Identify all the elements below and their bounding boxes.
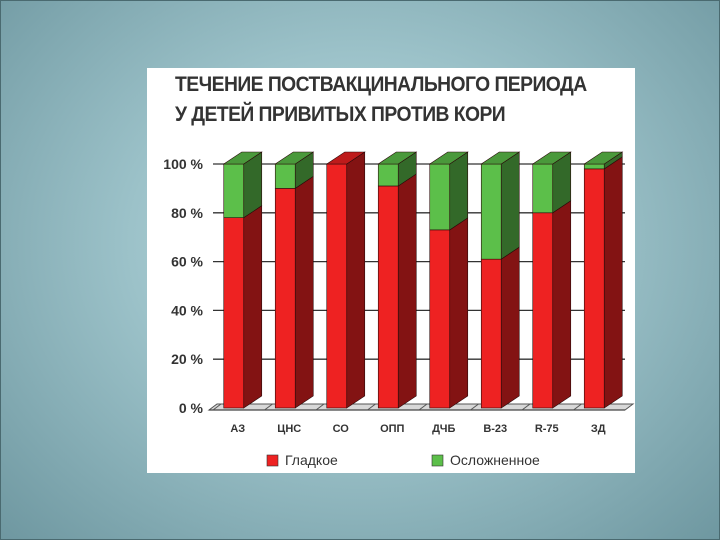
stacked-bar-chart: 0 % 20 % 40 % 60 % 80 % 100 % АЗ ЦНС СО ОПП ДЧБ В-… bbox=[163, 151, 635, 468]
bar-top bbox=[531, 151, 572, 165]
bar-top bbox=[377, 151, 418, 165]
bar-segment bbox=[377, 173, 417, 409]
chart-title: ТЕЧЕНИЕ ПОСТВАКЦИНАЛЬНОГО ПЕРИОДА У ДЕТЕ… bbox=[175, 70, 598, 130]
x-tick bbox=[315, 403, 325, 411]
bar-segment bbox=[274, 151, 315, 189]
bar-side bbox=[449, 151, 469, 231]
bars bbox=[222, 151, 624, 409]
y-tick-label: 80 % bbox=[171, 205, 203, 221]
x-category-label: ЗД bbox=[591, 423, 606, 435]
y-axis-tick-labels: 0 % 20 % 40 % 60 % 80 % 100 % bbox=[163, 156, 203, 416]
axis bbox=[207, 403, 635, 411]
bar-side bbox=[346, 151, 366, 409]
legend-swatch bbox=[431, 454, 444, 467]
bar-side bbox=[397, 173, 417, 409]
x-tick bbox=[521, 403, 531, 411]
x-category-label: СО bbox=[333, 423, 350, 435]
x-tick bbox=[573, 403, 582, 411]
y-tick-label: 0 % bbox=[179, 400, 204, 416]
x-category-label: R-75 bbox=[535, 423, 559, 435]
bar-top bbox=[480, 151, 521, 165]
bar-side bbox=[243, 205, 263, 409]
bar-front bbox=[583, 168, 605, 409]
bar-front bbox=[326, 163, 348, 409]
bar-front bbox=[223, 163, 245, 218]
bar-segment bbox=[428, 151, 469, 231]
y-tick-label: 20 % bbox=[171, 351, 203, 367]
bar-top bbox=[583, 151, 624, 165]
y-tick-label: 100 % bbox=[163, 156, 203, 172]
legend-label: Осложненное bbox=[450, 452, 540, 468]
x-tick bbox=[367, 403, 376, 411]
bar-side bbox=[294, 175, 314, 409]
bar-front bbox=[274, 163, 296, 189]
bar-segment bbox=[531, 151, 572, 214]
bar-front bbox=[223, 217, 245, 409]
chart-card: 0 % 20 % 40 % 60 % 80 % 100 % АЗ ЦНС СО ОПП ДЧБ В-… bbox=[147, 68, 635, 473]
bar-front bbox=[429, 229, 451, 409]
bar-front bbox=[583, 163, 605, 170]
bar-front bbox=[429, 163, 451, 231]
bar-side bbox=[552, 200, 572, 409]
bar-segment bbox=[377, 151, 418, 187]
bar-segment bbox=[325, 151, 366, 409]
x-category-label: ДЧБ bbox=[432, 423, 455, 435]
bar-side bbox=[603, 156, 623, 409]
bar-top bbox=[274, 151, 315, 165]
bar-front bbox=[480, 258, 502, 409]
legend-label: Гладкое bbox=[285, 452, 338, 468]
bar-segment bbox=[429, 217, 469, 409]
bar-front bbox=[532, 212, 554, 409]
bar-segment bbox=[480, 246, 520, 409]
bar-top bbox=[222, 151, 263, 165]
bar-segment bbox=[222, 151, 263, 219]
bar-front bbox=[377, 185, 399, 409]
bar-front bbox=[274, 188, 296, 409]
x-tick bbox=[212, 403, 222, 411]
bar-side bbox=[449, 217, 469, 409]
x-tick bbox=[418, 403, 428, 411]
bar-top bbox=[325, 151, 366, 165]
bar-segment bbox=[532, 200, 572, 409]
x-category-label: В-23 bbox=[483, 423, 507, 435]
bar-front bbox=[480, 163, 502, 260]
chart-title-line-1: ТЕЧЕНИЕ ПОСТВАКЦИНАЛЬНОГО ПЕРИОДА bbox=[175, 73, 587, 96]
bar-side bbox=[500, 246, 520, 409]
y-tick-label: 60 % bbox=[171, 254, 203, 270]
legend: Гладкое Осложненное bbox=[266, 452, 540, 468]
bar-segment bbox=[480, 151, 521, 260]
bar-segment bbox=[274, 175, 314, 409]
x-category-label: АЗ bbox=[230, 423, 245, 435]
legend-swatch bbox=[266, 454, 279, 467]
bar-front bbox=[377, 163, 399, 187]
chart-title-line-2: У ДЕТЕЙ ПРИВИТЫХ ПРОТИВ КОРИ bbox=[175, 103, 506, 126]
bar-front bbox=[532, 163, 554, 214]
bar-segment bbox=[583, 156, 623, 409]
bar-side bbox=[500, 151, 520, 260]
y-tick-label: 40 % bbox=[171, 302, 203, 318]
x-category-label: ЦНС bbox=[277, 423, 301, 435]
bar-segment bbox=[223, 205, 263, 409]
x-axis-category-labels: АЗ ЦНС СО ОПП ДЧБ В-23 R-75 ЗД bbox=[230, 423, 605, 435]
x-category-label: ОПП bbox=[380, 423, 404, 435]
bar-top bbox=[428, 151, 469, 165]
x-tick bbox=[470, 403, 479, 411]
bar-segment bbox=[583, 151, 624, 170]
x-tick bbox=[264, 403, 273, 411]
